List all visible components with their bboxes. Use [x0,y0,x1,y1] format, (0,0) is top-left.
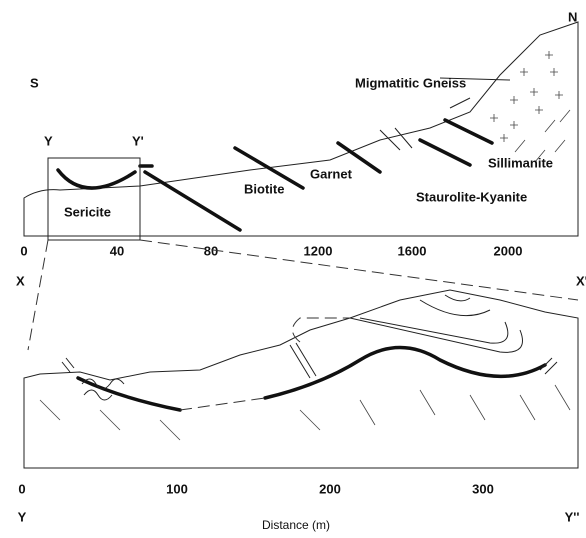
box-label: Y [44,133,53,148]
terrain [24,290,578,468]
inset-box [48,158,140,240]
zone-label: Staurolite-Kyanite [416,189,527,204]
zone-label: Sillimanite [488,155,553,170]
tick-label: 40 [110,243,124,258]
tick-label: 80 [204,243,218,258]
tick-label: 0 [18,481,25,496]
end-label: N [568,9,577,24]
end-label: Y [18,509,27,524]
tick-label: 100 [166,481,188,496]
zone-label: Migmatitic Gneiss [355,75,466,90]
zone-label: Biotite [244,181,284,196]
folded-layers [290,295,523,378]
lower-section: X X' 0 100 200 300 Y Y'' Distance (m) [16,273,586,532]
zone-label: Garnet [310,166,353,181]
box-label: Y' [132,133,144,148]
sericite-fold [58,170,135,188]
crosses [490,51,570,162]
contact [78,378,180,410]
tick-label: 1600 [398,243,427,258]
fold-hinge [293,318,351,342]
end-label: X [16,273,25,288]
end-label: S [30,75,39,90]
cross-section-diagram: S N Y Y' Sericite Biotite Garnet Staurol… [0,0,586,538]
tick-label: 2000 [494,243,523,258]
axis-label: Distance (m) [262,518,330,532]
tick-label: 200 [319,481,341,496]
contact-dashed [180,398,265,410]
tick-label: 300 [472,481,494,496]
end-label: X' [576,273,586,288]
end-label: Y'' [565,509,580,524]
tick-label: 0 [20,243,27,258]
zone-label: Sericite [64,204,111,219]
upper-section: S N Y Y' Sericite Biotite Garnet Staurol… [20,9,578,258]
tick-label: 1200 [304,243,333,258]
